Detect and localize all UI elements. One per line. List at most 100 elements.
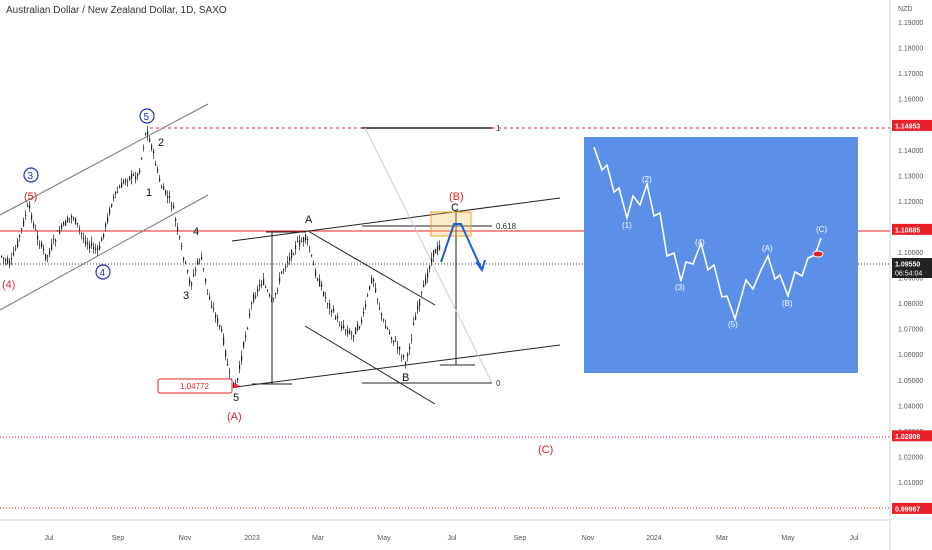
candle: [81, 232, 83, 240]
wave-label: (5): [24, 191, 37, 203]
candle: [335, 314, 337, 320]
candle: [77, 222, 79, 228]
level-target-label: 1.02808: [895, 434, 920, 441]
candle: [177, 223, 179, 236]
candle: [365, 300, 367, 311]
candle: [253, 292, 255, 304]
candle: [211, 300, 213, 309]
candle: [367, 293, 369, 298]
candle: [185, 260, 187, 265]
level-resistance-label: 1.10885: [895, 227, 920, 234]
candle: [363, 307, 365, 317]
candle: [115, 191, 117, 199]
candle: [393, 340, 395, 346]
price-tick-label: 1.07000: [898, 327, 923, 334]
candle: [355, 327, 357, 335]
candle: [345, 328, 347, 336]
candle: [23, 217, 25, 227]
inset-label: (3): [675, 283, 685, 292]
candle: [241, 350, 243, 365]
candle: [303, 236, 305, 247]
candle: [327, 302, 329, 309]
candle: [63, 221, 65, 227]
level-low-label: 0.99967: [895, 506, 920, 513]
time-tick-label: Jul: [850, 535, 859, 542]
candle: [107, 213, 109, 225]
candle: [411, 334, 413, 344]
price-tick-label: 1.04000: [898, 403, 923, 410]
time-tick-label: Jul: [45, 535, 54, 542]
candle: [189, 276, 191, 287]
wave-label: C: [451, 202, 459, 214]
level-current-tag: 1.09550 06:54:04: [892, 258, 932, 278]
candle: [133, 172, 135, 177]
candle: [191, 281, 193, 290]
candle: [25, 210, 27, 221]
candle: [59, 226, 61, 235]
candle: [57, 229, 59, 232]
price-tick-label: 1.08000: [898, 301, 923, 308]
level-low-tag: 0.99967: [892, 502, 932, 514]
candle: [117, 186, 119, 194]
candle: [215, 312, 217, 323]
candle: [19, 234, 21, 242]
wave-label: 5: [144, 112, 150, 123]
time-tick-label: Mar: [312, 535, 325, 542]
time-tick-label: Mar: [716, 535, 729, 542]
candle: [315, 268, 317, 279]
wave-label: 3: [183, 290, 189, 302]
candle: [119, 184, 121, 189]
time-tick-label: May: [781, 535, 795, 542]
price-tick-label: 1.10000: [898, 250, 923, 257]
candle: [373, 277, 375, 288]
candle: [295, 241, 297, 255]
candle: [161, 184, 163, 189]
projection-path: [440, 223, 482, 269]
inset-label: (2): [642, 175, 652, 184]
candle: [289, 252, 291, 265]
price-tick-label: 1.14000: [898, 148, 923, 155]
candle: [281, 271, 283, 275]
level-target-tag: 1.02808: [892, 430, 932, 442]
candle: [213, 302, 215, 313]
price-tick-label: 1.19000: [898, 20, 923, 27]
candle: [349, 327, 351, 335]
candle: [407, 352, 409, 362]
candle: [99, 241, 101, 251]
price-tick-label: 1.12000: [898, 199, 923, 206]
time-tick-label: Nov: [179, 535, 192, 542]
fib-label-mid: 0.618: [496, 222, 517, 231]
inset-label: (4): [695, 238, 705, 247]
inset-label: (5): [728, 320, 738, 329]
candle: [275, 292, 277, 299]
candle: [343, 319, 345, 330]
candle: [179, 235, 181, 240]
price-tick-label: 1.18000: [898, 46, 923, 53]
price-tick-label: 1.06000: [898, 352, 923, 359]
candle: [245, 331, 247, 342]
candle: [131, 170, 133, 185]
candle: [381, 312, 383, 321]
time-tick-label: Sep: [514, 535, 527, 542]
candle: [271, 295, 273, 303]
candle: [103, 233, 105, 240]
level-current-label: 1.09550: [895, 262, 920, 269]
candle: [13, 246, 15, 257]
wave-label: (4): [2, 279, 15, 291]
candle: [217, 314, 219, 327]
candle: [145, 132, 147, 136]
candle: [149, 135, 151, 143]
candle: [159, 175, 161, 183]
channel-lines: [0, 103, 209, 311]
candle: [223, 333, 225, 347]
candle: [333, 305, 335, 314]
candle: [53, 234, 55, 245]
candle: [101, 236, 103, 242]
fib-label-bottom: 0: [496, 379, 501, 388]
candle: [83, 232, 85, 244]
candle: [313, 260, 315, 266]
wave-label: 2: [158, 137, 164, 149]
candle: [395, 336, 397, 342]
candle: [403, 354, 405, 360]
candle: [3, 257, 5, 264]
